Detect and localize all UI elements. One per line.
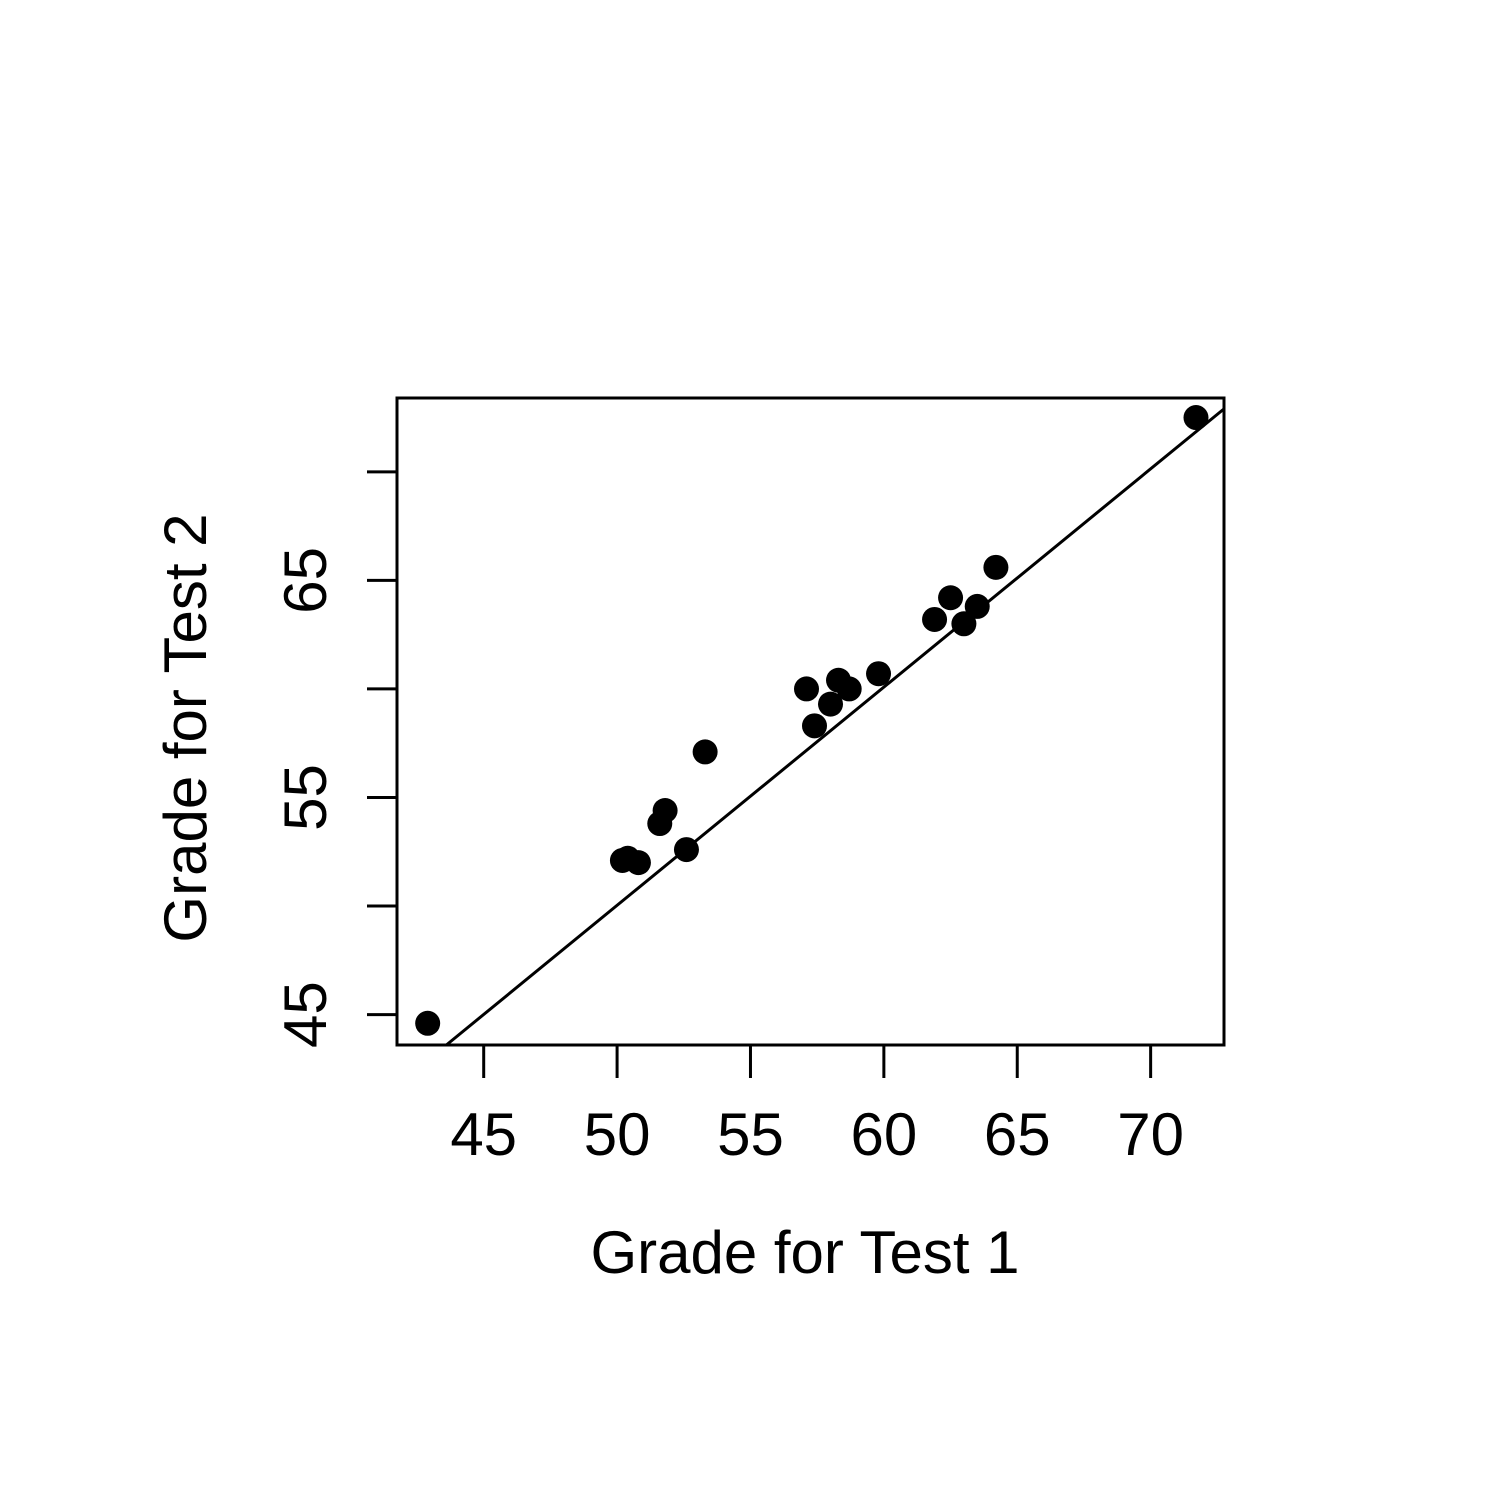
x-tick-label: 50 bbox=[584, 1101, 651, 1168]
data-point bbox=[625, 850, 651, 876]
data-point bbox=[964, 593, 990, 619]
data-point bbox=[415, 1010, 441, 1036]
data-point bbox=[652, 798, 678, 824]
data-point bbox=[793, 676, 819, 702]
plot-frame bbox=[395, 396, 1226, 1047]
data-point bbox=[836, 676, 862, 702]
y-tick-label: 55 bbox=[272, 764, 339, 831]
x-axis-label: Grade for Test 1 bbox=[590, 1219, 1019, 1286]
data-point bbox=[922, 606, 948, 632]
data-point bbox=[673, 837, 699, 863]
y-axis-label: Grade for Test 2 bbox=[152, 513, 219, 942]
x-axis: 45 50 55 60 65 70 bbox=[450, 1045, 1184, 1168]
y-tick-label: 45 bbox=[272, 981, 339, 1048]
x-tick-label: 65 bbox=[984, 1101, 1051, 1168]
x-tick-label: 45 bbox=[450, 1101, 517, 1168]
data-point bbox=[692, 739, 718, 765]
x-tick-label: 60 bbox=[850, 1101, 917, 1168]
data-point bbox=[983, 554, 1009, 580]
x-tick-label: 70 bbox=[1117, 1101, 1184, 1168]
data-point bbox=[1183, 405, 1209, 431]
data-point bbox=[866, 661, 892, 687]
data-points bbox=[415, 405, 1209, 1036]
data-point bbox=[802, 713, 828, 739]
y-tick-label: 65 bbox=[272, 547, 339, 614]
x-tick-label: 55 bbox=[717, 1101, 784, 1168]
data-point bbox=[818, 691, 844, 717]
data-point bbox=[951, 611, 977, 637]
y-axis: 45 55 65 bbox=[272, 470, 397, 1048]
fit-line bbox=[445, 407, 1225, 1047]
data-point bbox=[938, 585, 964, 611]
